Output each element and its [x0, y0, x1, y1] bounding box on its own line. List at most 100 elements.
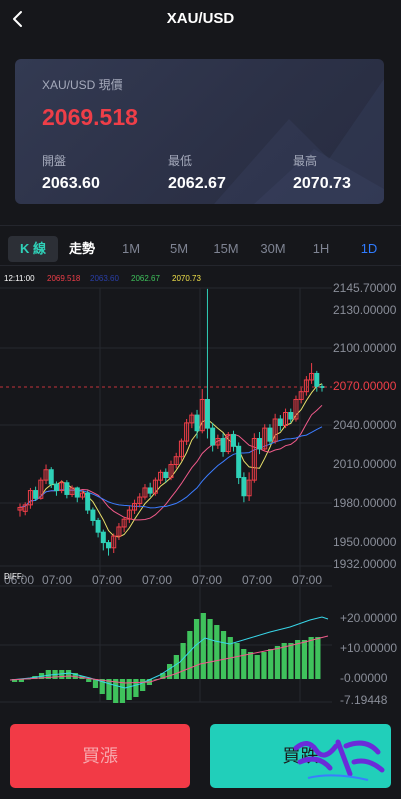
macd-bar: [113, 679, 119, 703]
candle-body: [152, 479, 158, 494]
candle-body: [251, 438, 257, 481]
candle-body: [288, 411, 294, 420]
price-axis-label: 2100.00000: [333, 341, 397, 355]
candle-body: [106, 542, 112, 549]
price-axis-label: 2070.00000: [333, 379, 397, 393]
candle-body: [33, 490, 39, 499]
candle-body: [241, 477, 247, 497]
candle-body: [309, 372, 315, 381]
macd-axis-label: -0.00000: [340, 671, 388, 685]
candle-body: [277, 418, 283, 427]
time-label: 07:00: [292, 573, 322, 587]
tab-kline[interactable]: K 線: [8, 236, 58, 262]
candle-body: [314, 372, 320, 387]
candle-body: [163, 471, 169, 479]
stat-low-value: 2062.67: [168, 175, 226, 192]
price-axis-label: 2130.00000: [333, 303, 397, 317]
macd-label: DIFF:: [4, 572, 24, 581]
candle-body: [53, 483, 59, 492]
macd-bar: [72, 673, 78, 679]
candle-body: [204, 398, 210, 429]
tab-30m[interactable]: 30M: [260, 241, 286, 256]
candlesticks: [17, 288, 325, 556]
candle-body: [137, 496, 143, 505]
candle-body: [220, 438, 226, 453]
candle-body: [178, 440, 184, 458]
tab-1m[interactable]: 1M: [121, 241, 141, 256]
candle-body: [194, 414, 200, 432]
stat-high-label: 最高: [293, 154, 318, 168]
candle-body: [132, 503, 138, 511]
info-open: 2063.60: [90, 274, 119, 283]
tab-15m[interactable]: 15M: [213, 241, 239, 256]
macd-bar: [45, 670, 51, 679]
price-chart[interactable]: 12:11:00 2069.518 2063.60 2062.67 2070.7…: [0, 270, 401, 712]
macd-axis-label: +20.00000: [340, 611, 397, 625]
macd-bar: [241, 649, 247, 679]
macd-dif-line: [9, 616, 329, 689]
candle-body: [111, 535, 117, 549]
macd-axis-label: -7.19448: [340, 693, 388, 707]
candle-body: [246, 479, 252, 497]
divider: [0, 225, 401, 226]
macd-bar: [187, 631, 193, 679]
info-time: 12:11:00: [4, 274, 35, 283]
tab-1h[interactable]: 1H: [312, 241, 330, 256]
buy-down-button[interactable]: 買跌: [210, 724, 391, 788]
chart-grid: [0, 287, 332, 703]
macd-bar: [261, 652, 267, 679]
time-axis: 06:00 07:00 07:00 07:00 07:00 07:00 07:0…: [4, 573, 322, 587]
candle-body: [262, 427, 268, 450]
price-axis-label: 1980.00000: [333, 496, 397, 510]
card-decoration: [214, 79, 384, 204]
candle-body: [142, 487, 148, 498]
macd-bar: [200, 613, 206, 679]
stat-open-label: 開盤: [42, 154, 67, 168]
candle-body: [184, 422, 190, 442]
macd-bar: [295, 640, 301, 679]
macd-bar: [180, 643, 186, 679]
macd-bar: [153, 679, 159, 680]
candle-body: [298, 391, 304, 400]
candle-body: [27, 490, 33, 506]
tab-5m[interactable]: 5M: [169, 241, 189, 256]
macd-bar: [65, 670, 72, 679]
time-label: 07:00: [242, 573, 272, 587]
macd-bar: [247, 652, 254, 679]
back-arrow-icon[interactable]: [8, 8, 28, 30]
candle-body: [303, 379, 309, 393]
time-label: 07:00: [42, 573, 72, 587]
macd-bar: [18, 679, 24, 682]
macd-bar: [92, 679, 99, 688]
price-axis-label: 2145.70000: [333, 281, 397, 295]
moving-averages: [19, 383, 323, 538]
stat-high-value: 2070.73: [293, 175, 351, 192]
macd-bar: [214, 625, 220, 679]
info-high: 2070.73: [172, 274, 201, 283]
candle-body: [189, 414, 195, 424]
macd-dea-line: [9, 635, 329, 684]
candle-body: [116, 526, 122, 537]
candle-body: [158, 471, 164, 481]
tab-1d[interactable]: 1D: [360, 241, 378, 256]
macd-bar: [288, 643, 294, 679]
candle-body: [267, 427, 273, 442]
macd-bar: [268, 649, 274, 679]
candle-body: [85, 492, 91, 511]
candle-body: [199, 398, 205, 432]
macd-bar: [301, 640, 308, 679]
candle-body: [215, 438, 221, 446]
macd-bar: [126, 679, 132, 700]
macd-bar: [308, 637, 314, 679]
candle-body: [59, 482, 65, 492]
page-title: XAU/USD: [166, 10, 235, 27]
candle-body: [64, 482, 70, 495]
candle-body: [22, 504, 28, 512]
time-label: 07:00: [92, 573, 122, 587]
macd-bar: [119, 679, 126, 703]
macd-bar: [106, 679, 112, 700]
macd-bar: [173, 655, 179, 679]
candle-body: [121, 518, 127, 528]
buy-up-button[interactable]: 買漲: [10, 724, 190, 788]
tab-trend[interactable]: 走勢: [68, 241, 95, 256]
